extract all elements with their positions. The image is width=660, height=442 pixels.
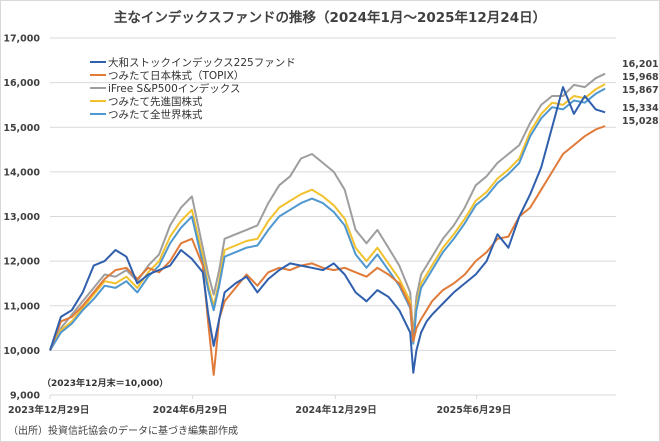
chart-title: 主なインデックスファンドの推移（2024年1月～2025年12月24日） xyxy=(113,10,547,26)
baseline-note: （2023年12月末＝10,000） xyxy=(42,377,168,389)
y-tick-label: 11,000 xyxy=(3,301,40,312)
x-tick-label: 2025年6月29日 xyxy=(436,404,511,416)
end-value-labels: 16,201 15,968 15,867 15,334 15,028 xyxy=(622,59,659,127)
legend-entry: つみたて先進国株式 xyxy=(108,95,203,108)
end-value-label: 15,028 xyxy=(622,116,659,127)
x-tick-label: 2023年12月29日 xyxy=(8,404,89,416)
y-tick-label: 12,000 xyxy=(3,257,40,268)
legend-entry: iFree S&P500インデックス xyxy=(108,82,240,95)
x-tick-label: 2024年12月29日 xyxy=(295,404,376,416)
end-value-label: 15,867 xyxy=(622,85,659,96)
legend: 大和ストックインデックス225ファンドつみたて日本株式（TOPIX）iFree … xyxy=(90,56,296,121)
y-tick-label: 9,000 xyxy=(10,391,40,402)
end-value-label: 16,201 xyxy=(622,59,659,70)
series-line-4 xyxy=(49,87,606,351)
y-tick-label: 15,000 xyxy=(3,123,40,134)
legend-entry: つみたて日本株式（TOPIX） xyxy=(108,69,244,82)
end-value-label: 15,968 xyxy=(622,72,659,83)
x-axis: 2023年12月29日 2024年6月29日 2024年12月29日 2025年6月2… xyxy=(8,395,511,416)
legend-entry: つみたて全世界株式 xyxy=(108,108,203,121)
end-value-label: 15,334 xyxy=(622,103,659,114)
y-tick-label: 10,000 xyxy=(3,346,40,357)
x-tick-label: 2024年6月29日 xyxy=(153,404,228,416)
y-tick-label: 13,000 xyxy=(3,212,40,223)
series-lines xyxy=(49,72,606,376)
series-line-3 xyxy=(49,83,606,351)
series-line-2 xyxy=(49,72,606,351)
y-tick-label: 16,000 xyxy=(3,78,40,89)
legend-entry: 大和ストックインデックス225ファンド xyxy=(108,56,296,69)
y-tick-label: 17,000 xyxy=(3,34,40,45)
series-line-0 xyxy=(49,86,606,374)
series-line-1 xyxy=(49,125,606,376)
source-note: （出所）投資信託協会のデータに基づき編集部作成 xyxy=(8,426,238,437)
y-axis-ticks: 9,000 10,000 11,000 12,000 13,000 14,000 15,00… xyxy=(3,34,40,402)
y-tick-label: 14,000 xyxy=(3,167,40,178)
